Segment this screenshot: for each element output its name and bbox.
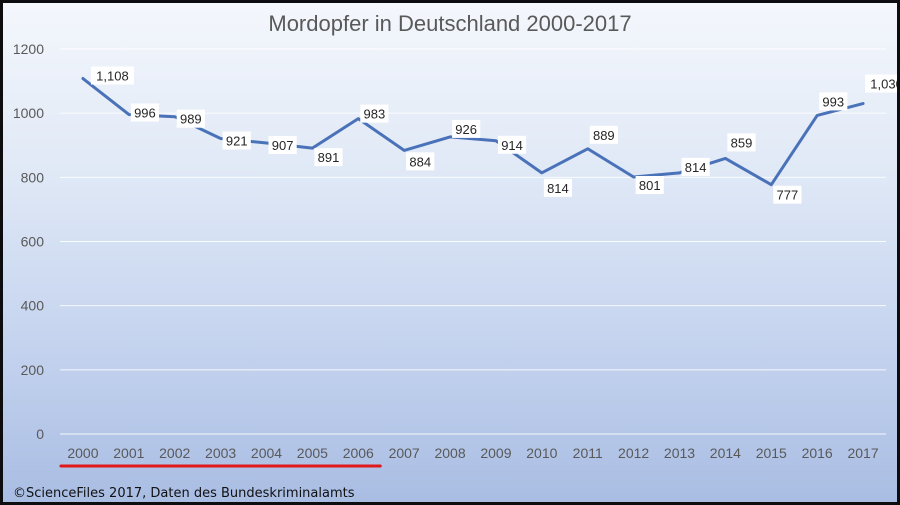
data-label-bg bbox=[222, 131, 251, 150]
data-label-bg bbox=[635, 176, 664, 195]
data-label-text: 983 bbox=[364, 107, 386, 122]
data-label-text: 989 bbox=[180, 112, 202, 127]
data-labels: 1,108 996 989 921 907 891 983 884 926 914 814 889 80… bbox=[90, 66, 897, 204]
data-label-text: 814 bbox=[547, 181, 569, 196]
x-axis-ticks: 2000 2001 2002 2003 2004 2005 2006 2007 2008 2009… bbox=[67, 445, 878, 461]
data-label-bg bbox=[176, 109, 205, 128]
data-label: 777 bbox=[773, 185, 802, 204]
y-tick-label: 800 bbox=[21, 169, 45, 185]
data-label-bg bbox=[90, 66, 134, 85]
x-tick-label: 2017 bbox=[847, 445, 878, 461]
data-label-bg bbox=[543, 178, 573, 197]
data-label-bg bbox=[452, 119, 481, 138]
data-label: 891 bbox=[314, 148, 343, 167]
data-label: 926 bbox=[452, 119, 481, 138]
x-tick-label: 2001 bbox=[113, 445, 144, 461]
data-label: 1,030 bbox=[865, 74, 897, 93]
data-label-bg bbox=[497, 135, 527, 154]
data-label-text: 859 bbox=[731, 135, 753, 150]
chart-frame: Mordopfer in Deutschland 2000-2017 0 200 4… bbox=[3, 3, 897, 502]
x-tick-label: 2016 bbox=[802, 445, 833, 461]
data-label: 1,108 bbox=[90, 66, 134, 85]
x-tick-label: 2015 bbox=[756, 445, 787, 461]
data-label: 884 bbox=[406, 152, 435, 171]
data-label-text: 884 bbox=[409, 154, 431, 169]
y-tick-label: 200 bbox=[21, 362, 45, 378]
data-label-text: 914 bbox=[501, 138, 523, 153]
data-label-text: 993 bbox=[822, 94, 844, 109]
y-tick-label: 400 bbox=[21, 298, 45, 314]
data-label-bg bbox=[314, 148, 343, 167]
data-label: 983 bbox=[360, 104, 389, 123]
x-tick-label: 2009 bbox=[480, 445, 511, 461]
y-tick-label: 1200 bbox=[13, 41, 44, 57]
x-tick-label: 2004 bbox=[251, 445, 282, 461]
data-label-bg bbox=[773, 185, 802, 204]
data-label-text: 814 bbox=[685, 160, 707, 175]
data-label: 801 bbox=[635, 176, 664, 195]
data-label: 907 bbox=[268, 136, 297, 155]
series-line-path bbox=[81, 77, 865, 187]
data-label-text: 907 bbox=[272, 138, 294, 153]
data-label-bg bbox=[865, 74, 897, 93]
data-label: 921 bbox=[222, 131, 251, 150]
data-label-bg bbox=[268, 136, 297, 155]
source-credit: ©ScienceFiles 2017, Daten des Bundeskrim… bbox=[13, 486, 355, 501]
data-label-text: 1,030 bbox=[870, 77, 897, 92]
data-label: 814 bbox=[681, 157, 710, 176]
data-label-text: 996 bbox=[134, 105, 156, 120]
x-tick-label: 2005 bbox=[297, 445, 328, 461]
series-line bbox=[81, 77, 865, 187]
data-label: 989 bbox=[176, 109, 205, 128]
gridlines bbox=[60, 48, 886, 435]
data-label: 914 bbox=[497, 135, 527, 154]
line-chart: Mordopfer in Deutschland 2000-2017 02004… bbox=[13, 11, 897, 468]
y-tick-label: 600 bbox=[21, 234, 45, 250]
data-label-bg bbox=[681, 157, 710, 176]
data-label-text: 1,108 bbox=[96, 69, 129, 84]
data-label-text: 921 bbox=[226, 134, 248, 149]
x-tick-label: 2012 bbox=[618, 445, 649, 461]
data-label-bg bbox=[819, 92, 848, 111]
y-tick-label: 0 bbox=[36, 426, 44, 442]
data-label-bg bbox=[727, 133, 756, 152]
y-axis-ticks: 0 200 400 600 800 1000 1200 bbox=[13, 41, 44, 442]
data-label-text: 926 bbox=[455, 122, 477, 137]
chart-title: Mordopfer in Deutschland 2000-2017 bbox=[268, 11, 631, 36]
data-label-bg bbox=[406, 152, 435, 171]
data-label: 889 bbox=[589, 125, 618, 144]
x-tick-label: 2008 bbox=[434, 445, 465, 461]
data-label: 996 bbox=[130, 103, 160, 122]
data-label-text: 777 bbox=[777, 188, 799, 203]
x-tick-label: 2002 bbox=[159, 445, 190, 461]
x-tick-label: 2011 bbox=[573, 445, 603, 461]
x-tick-label: 2006 bbox=[343, 445, 374, 461]
data-label-bg bbox=[360, 104, 389, 123]
data-label-bg bbox=[130, 103, 160, 122]
data-label-text: 801 bbox=[639, 178, 661, 193]
x-tick-label: 2003 bbox=[205, 445, 236, 461]
x-tick-label: 2000 bbox=[67, 445, 98, 461]
x-tick-label: 2010 bbox=[526, 445, 557, 461]
x-tick-label: 2007 bbox=[389, 445, 420, 461]
data-label: 993 bbox=[819, 92, 848, 111]
y-tick-label: 1000 bbox=[13, 105, 44, 121]
data-label: 859 bbox=[727, 133, 756, 152]
data-label: 814 bbox=[543, 178, 573, 197]
x-tick-label: 2013 bbox=[664, 445, 695, 461]
data-label-text: 891 bbox=[318, 150, 340, 165]
data-label-bg bbox=[589, 125, 618, 144]
x-tick-label: 2014 bbox=[710, 445, 741, 461]
data-label-text: 889 bbox=[593, 128, 615, 143]
